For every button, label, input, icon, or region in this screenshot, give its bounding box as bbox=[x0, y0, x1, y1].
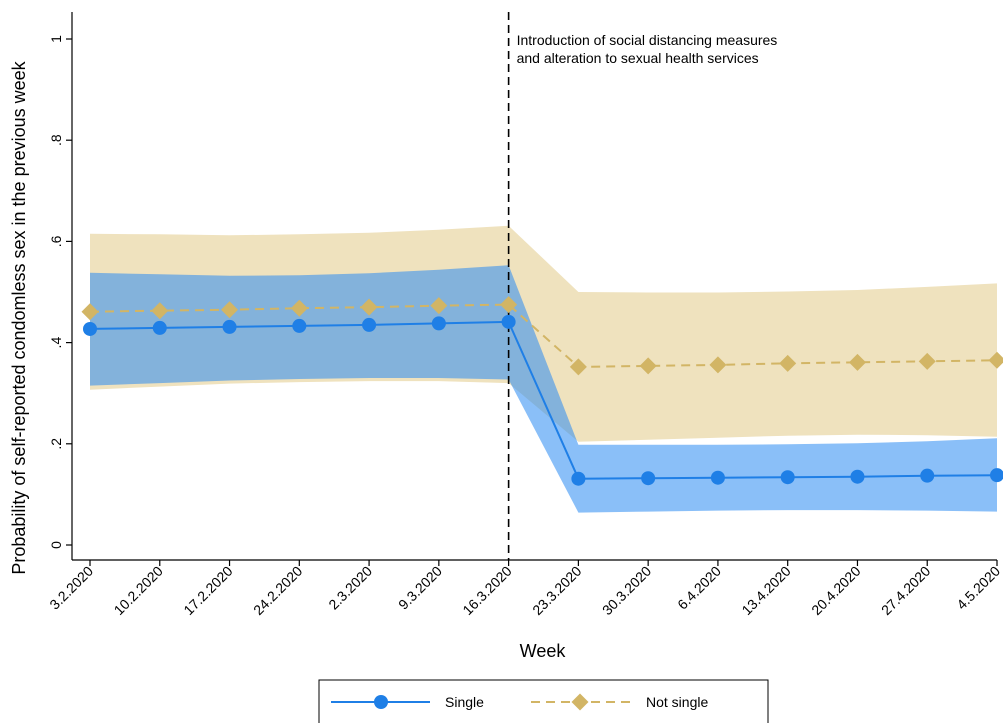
x-tick-label: 6.4.2020 bbox=[674, 563, 724, 613]
y-axis-title: Probability of self-reported condomless … bbox=[9, 60, 29, 574]
x-tick-label: 2.3.2020 bbox=[325, 563, 375, 613]
x-tick-label: 24.2.2020 bbox=[250, 563, 306, 619]
point-single-10 bbox=[780, 470, 795, 485]
point-not-single-12 bbox=[918, 352, 936, 370]
ci-band-single bbox=[90, 265, 997, 513]
point-single-8 bbox=[641, 471, 656, 486]
point-single-13 bbox=[990, 468, 1003, 483]
point-single-11 bbox=[850, 469, 865, 484]
legend-single-label: Single bbox=[445, 694, 484, 710]
x-tick-label: 27.4.2020 bbox=[878, 563, 934, 619]
legend-not-single-swatch bbox=[531, 693, 630, 711]
point-not-single-1 bbox=[151, 302, 169, 320]
x-tick-label: 9.3.2020 bbox=[395, 563, 445, 613]
point-single-9 bbox=[710, 470, 725, 485]
x-tick-label: 4.5.2020 bbox=[953, 563, 1003, 613]
y-tick-label: 0 bbox=[48, 541, 64, 549]
point-single-4 bbox=[362, 317, 377, 332]
x-tick-label: 17.2.2020 bbox=[180, 563, 236, 619]
point-single-2 bbox=[222, 319, 237, 334]
x-tick-label: 3.2.2020 bbox=[46, 563, 96, 613]
axes bbox=[66, 12, 998, 566]
legend-not-single-label: Not single bbox=[646, 694, 708, 710]
point-not-single-13 bbox=[988, 351, 1003, 369]
annotation-line-2: and alteration to sexual health services bbox=[517, 50, 759, 66]
x-tick-label: 23.3.2020 bbox=[529, 563, 585, 619]
point-not-single-5 bbox=[430, 297, 448, 315]
point-not-single-6 bbox=[500, 296, 518, 314]
series-markers bbox=[81, 296, 1003, 486]
x-tick-label: 10.2.2020 bbox=[111, 563, 167, 619]
y-tick-label: .6 bbox=[48, 235, 64, 247]
y-tick-label: .2 bbox=[48, 438, 64, 450]
series-lines bbox=[89, 303, 998, 480]
point-not-single-0 bbox=[81, 303, 99, 321]
point-not-single-8 bbox=[639, 357, 657, 375]
y-tick-label: .8 bbox=[48, 134, 64, 146]
x-tick-labels: 3.2.2020 10.2.2020 17.2.2020 24.2.2020 2.3.2… bbox=[46, 563, 1003, 619]
x-tick-label: 13.4.2020 bbox=[738, 563, 794, 619]
point-single-5 bbox=[431, 316, 446, 331]
point-not-single-10 bbox=[779, 354, 797, 372]
point-single-6 bbox=[501, 314, 516, 329]
point-single-1 bbox=[152, 320, 167, 335]
x-tick-label: 30.3.2020 bbox=[599, 563, 655, 619]
legend-single-swatch bbox=[331, 695, 430, 709]
y-tick-label: .4 bbox=[48, 337, 64, 349]
y-tick-labels: 0 .2 .4 .6 .8 1 bbox=[48, 35, 64, 549]
point-not-single-7 bbox=[569, 358, 587, 376]
x-tick-label: 20.4.2020 bbox=[808, 563, 864, 619]
point-not-single-4 bbox=[360, 298, 378, 316]
ci-bands bbox=[90, 225, 997, 513]
point-single-3 bbox=[292, 318, 307, 333]
point-single-12 bbox=[920, 468, 935, 483]
annotation-line-1: Introduction of social distancing measur… bbox=[517, 32, 778, 48]
point-not-single-11 bbox=[848, 353, 866, 371]
series-line-not-single bbox=[89, 303, 998, 368]
annotation: Introduction of social distancing measur… bbox=[517, 32, 778, 66]
point-not-single-3 bbox=[290, 299, 308, 317]
x-axis-title: Week bbox=[520, 641, 567, 661]
point-single-7 bbox=[571, 471, 586, 486]
legend: Single Not single bbox=[318, 679, 769, 723]
point-not-single-9 bbox=[709, 356, 727, 374]
series-line-single bbox=[89, 320, 998, 480]
y-tick-label: 1 bbox=[48, 35, 64, 43]
point-single-0 bbox=[83, 321, 97, 336]
point-not-single-2 bbox=[221, 301, 239, 319]
x-tick-label: 16.3.2020 bbox=[459, 563, 515, 619]
